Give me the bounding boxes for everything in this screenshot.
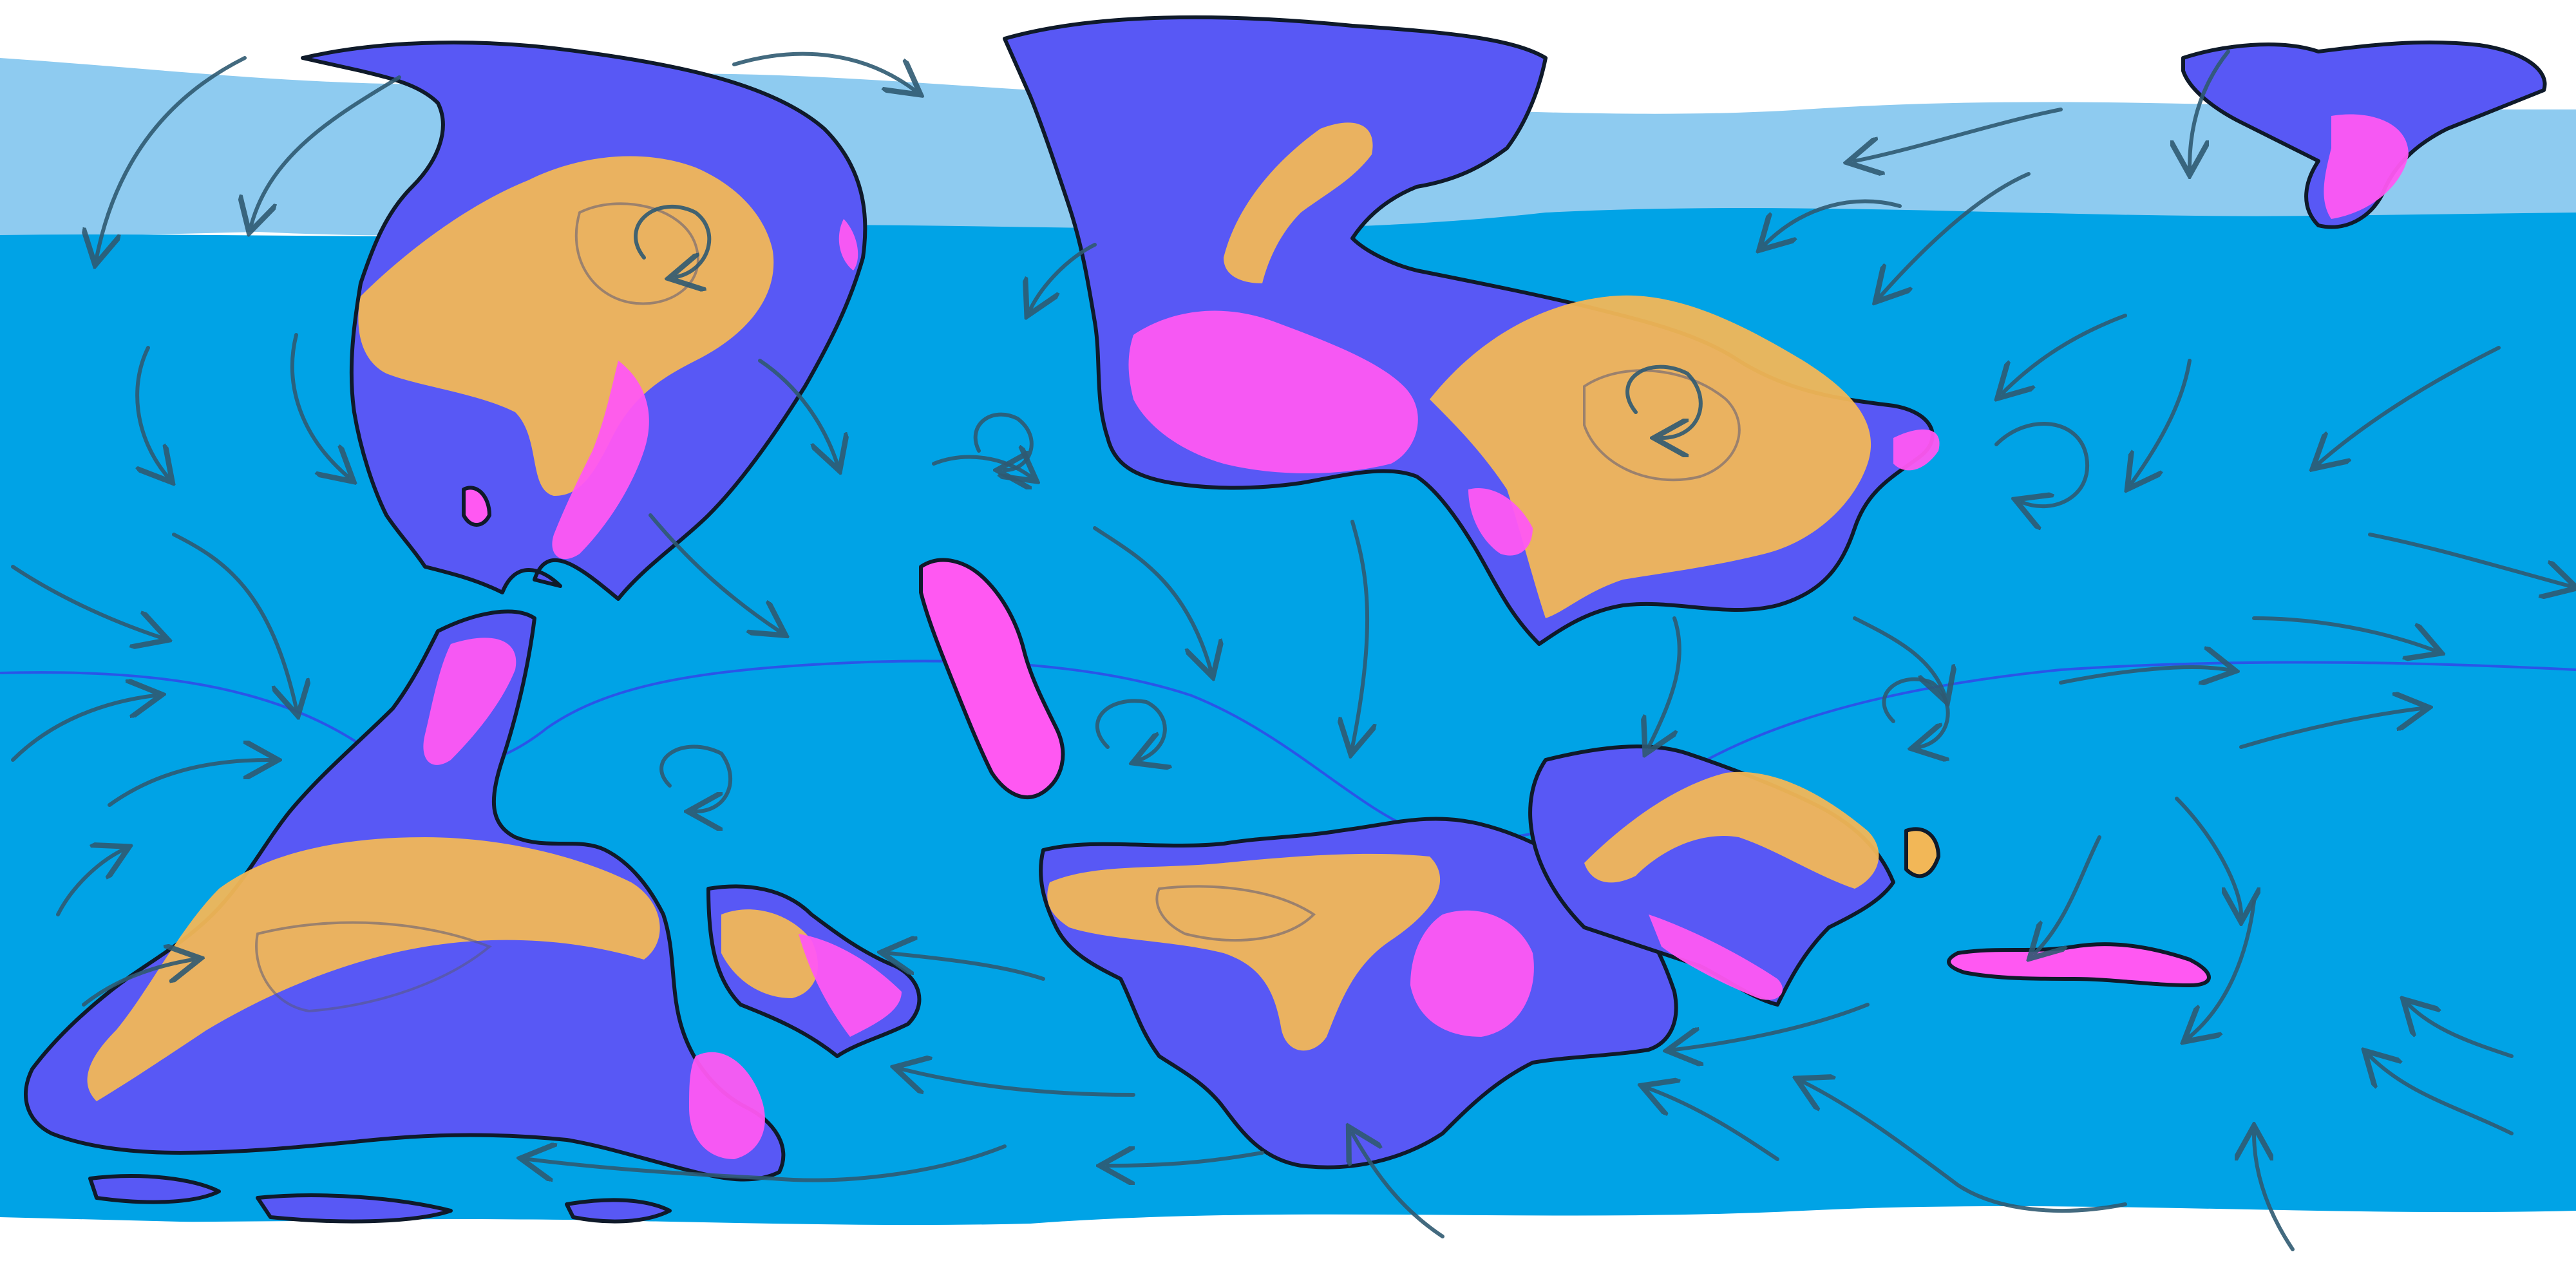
island-south-strip-2 (256, 1193, 453, 1224)
continent-southcenter-wet-zone (1410, 910, 1534, 1037)
continent-northcentral-wet-zone-3 (1893, 429, 1940, 471)
continent-southcenter (1039, 817, 1678, 1170)
wind-arrow-icon (1880, 172, 2031, 296)
continent-southwest-contour (255, 921, 492, 1013)
wind-arrow-icon (1093, 526, 1211, 670)
island-south-strip-3 (565, 1198, 672, 1224)
wind-arrow-icon (2254, 1133, 2295, 1251)
continent-southeast-wet-zone (1649, 914, 1783, 1000)
wind-arrow-icon (889, 953, 1045, 981)
wind-arrow-icon (1352, 1133, 1444, 1238)
wind-arrow-icon (2370, 1056, 2514, 1135)
circulation-gyre-icon (1095, 699, 1165, 760)
wind-arrow-icon (1649, 616, 1681, 747)
wind-arrow-icon (108, 760, 270, 807)
island-east-small (1904, 827, 1940, 878)
polar-ice-band-south (0, 1211, 2576, 1288)
wind-arrow-icon (1855, 108, 2063, 161)
island-chain-east (1947, 942, 2211, 987)
wind-arrow-icon (137, 346, 167, 477)
continent-southwest-wet-zone-2 (689, 1052, 765, 1159)
wind-arrow-icon (290, 333, 348, 477)
continent-southeast (1528, 744, 1895, 1007)
continent-southwest (24, 609, 786, 1182)
wind-arrow-icon (1108, 1153, 1264, 1166)
continent-northeast (2181, 40, 2547, 229)
wind-arrow-icon (732, 52, 914, 90)
wind-arrow-icon (528, 1146, 1007, 1182)
wind-arrow-icon (1803, 1082, 2127, 1213)
wind-arrow-icon (2132, 359, 2192, 483)
wind-arrow-icon (251, 75, 401, 225)
wind-arrow-icon (2035, 835, 2101, 953)
wind-arrow-icon (902, 1069, 1135, 1097)
continent-northcentral-wet-zone-2 (1468, 488, 1533, 556)
continent-southwest-arid-zone (87, 837, 660, 1101)
wind-arrow-icon (2409, 1005, 2514, 1058)
continent-northwest-arid-zone (358, 156, 774, 497)
wind-arrow-icon (649, 513, 779, 631)
continent-southwest-wet-zone (423, 638, 516, 765)
wind-arrow-icon (1765, 199, 1902, 245)
wind-arrow-icon (2003, 314, 2127, 393)
circulation-gyre-icon (1625, 365, 1703, 438)
islands (88, 486, 2211, 1224)
continent-northcentral-contour (1583, 369, 1741, 482)
circulation-gyre-icon (1882, 677, 1950, 747)
wind-arrow-icon (2239, 708, 2421, 749)
wind-arrow-icon (2059, 667, 2228, 683)
continent-southeast-arid-zone (1584, 772, 1879, 889)
continent-northcentral-arid-north (1224, 122, 1373, 283)
wind-arrow-icon (2175, 797, 2241, 914)
wind-arrow-icon (1030, 243, 1097, 309)
continent-northwest-wet-zone-2 (838, 219, 858, 270)
wind-arrow-icon (11, 565, 161, 638)
continent-southcentral-island (706, 884, 922, 1058)
wind-arrow-icon (172, 533, 296, 708)
wind-arrow-icon (758, 359, 837, 464)
circulation-gyre-icon (973, 412, 1034, 470)
continent-northcentral (1003, 15, 1940, 646)
wind-arrow-icon (1853, 616, 1945, 696)
wind-arrow-icon (1674, 1003, 1870, 1050)
wind-arrow-icon (1352, 520, 1367, 747)
wind-arrow-icon (56, 850, 122, 916)
continent-southcenter-contour (1155, 885, 1316, 942)
island-southcentral-arid-zone (721, 909, 818, 998)
island-south-strip-1 (88, 1174, 221, 1204)
continent-northcentral-wet-zone (1128, 310, 1418, 473)
wind-arrow-icon (97, 56, 247, 258)
circulation-gyre-icon (659, 744, 733, 811)
continent-southcenter-arid-zone (1047, 853, 1441, 1051)
island-chain-central (919, 558, 1065, 800)
continent-northwest-wet-zone (552, 361, 649, 560)
island-west-small (462, 486, 491, 527)
wind-arrow-icon (82, 960, 193, 1007)
wind-arrow-icon (2190, 50, 2230, 167)
circulation-gyre-icon (1994, 422, 2090, 506)
continent-northeast-wet-zone (2324, 114, 2409, 219)
wind-arrow-icon (2368, 533, 2570, 586)
continent-northwest (301, 41, 867, 601)
gyres (634, 204, 2090, 811)
wind-arrows (11, 50, 2570, 1251)
circulation-gyre-icon (634, 204, 712, 277)
wind-arrow-icon (2318, 346, 2501, 464)
wind-arrow-icon (2252, 616, 2434, 650)
wind-arrow-icon (11, 696, 155, 762)
wind-arrow-icon (1649, 1088, 1779, 1161)
island-southcentral-wet-zone (799, 934, 902, 1037)
